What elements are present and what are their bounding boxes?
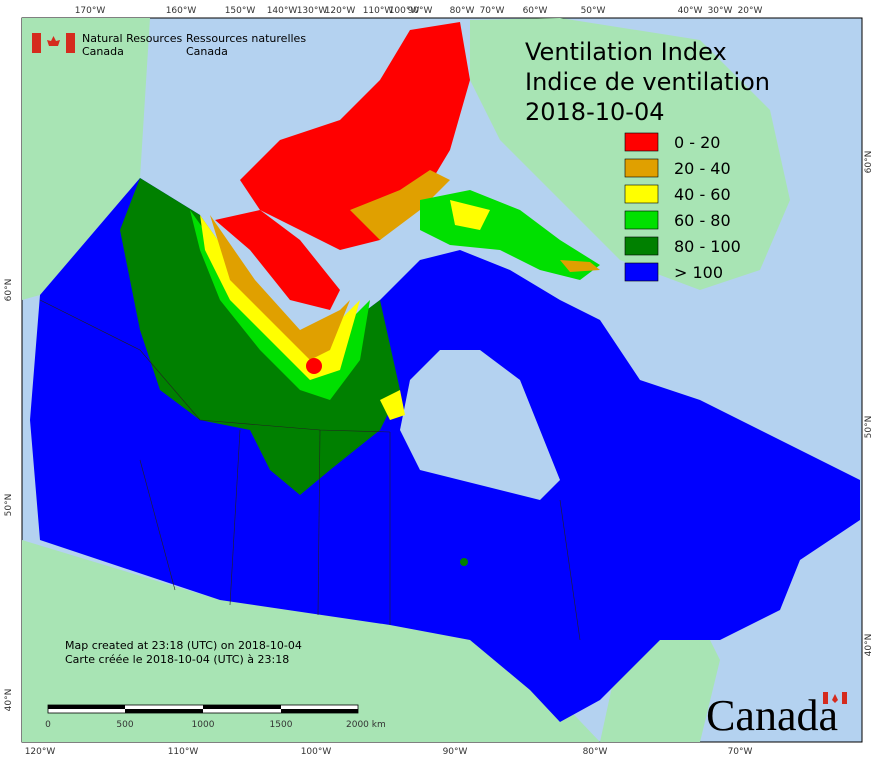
- graticule-label-bottom: 120°W: [25, 747, 56, 757]
- zone-20-40: [210, 215, 350, 360]
- zone-20-40-baffin: [560, 260, 600, 272]
- graticule-label-top: 110°W: [363, 6, 394, 16]
- graticule-label-top: 120°W: [325, 6, 356, 16]
- graticule-label-bottom: 110°W: [168, 747, 199, 757]
- org-en: Canada: [82, 45, 124, 58]
- legend-swatch: [624, 158, 659, 178]
- legend-label: 20 - 40: [674, 159, 731, 178]
- graticule-label-right: 60°N: [864, 151, 874, 174]
- scale-segment: [48, 705, 125, 709]
- canada: [30, 22, 860, 722]
- legend-swatch: [624, 210, 659, 230]
- graticule-label-top: 130°W: [297, 6, 328, 16]
- zone-40-60-baffin: [450, 200, 490, 230]
- legend-swatch: [624, 236, 659, 256]
- zone-40-60-hudson: [380, 390, 405, 420]
- graticule-label-top: 80°W: [450, 6, 475, 16]
- org-fr: Ressources naturelles: [186, 32, 306, 45]
- graticule-label-top: 170°W: [75, 6, 106, 16]
- scale-segment: [125, 709, 203, 713]
- legend-label: 40 - 60: [674, 185, 731, 204]
- scale-segment: [203, 705, 281, 709]
- graticule-label-top: 140°W: [267, 6, 298, 16]
- graticule-label-top: 150°W: [225, 6, 256, 16]
- title-fr: Indice de ventilation: [525, 68, 770, 96]
- flag-leaf: [47, 36, 60, 46]
- graticule-label-top: 30°W: [708, 6, 733, 16]
- graticule-label-left: 50°N: [4, 494, 14, 517]
- title-date: 2018-10-04: [525, 98, 664, 126]
- legend-label: 0 - 20: [674, 133, 720, 152]
- graticule-label-top: 40°W: [678, 6, 703, 16]
- zone-0-20-spot: [306, 358, 322, 374]
- graticule-label-bottom: 70°W: [728, 747, 753, 757]
- flag-bar: [823, 692, 828, 704]
- footer-fr: Carte créée le 2018-10-04 (UTC) à 23:18: [65, 653, 289, 666]
- scale-bar: [47, 704, 359, 714]
- greenland: [470, 18, 790, 290]
- flag-bar: [66, 33, 75, 53]
- scale-label: 0: [45, 720, 51, 730]
- flag-logo: [32, 33, 847, 704]
- scale-label: 1000: [192, 720, 215, 730]
- flag-bar: [32, 33, 41, 53]
- org-fr: Canada: [186, 45, 228, 58]
- graticule-label-top: 70°W: [480, 6, 505, 16]
- boundaries: [39, 299, 581, 641]
- graticule-label-bottom: 80°W: [583, 747, 608, 757]
- graticule-label-top: 50°W: [581, 6, 606, 16]
- graticule-label-right: 50°N: [864, 416, 874, 439]
- ab-sk-boundary: [229, 429, 241, 606]
- flag-bar: [842, 692, 847, 704]
- graticule-label-top: 100°W: [389, 6, 420, 16]
- usa: [22, 540, 600, 742]
- alaska: [22, 18, 150, 300]
- zone-80-100-ontario: [460, 558, 468, 566]
- graticule-label-top: 60°W: [523, 6, 548, 16]
- title-en: Ventilation Index: [525, 38, 727, 66]
- graticule-label-right: 40°N: [864, 634, 874, 657]
- land: [22, 18, 790, 742]
- graticule-label-bottom: 90°W: [443, 747, 468, 757]
- legend-swatch: [624, 184, 659, 204]
- hudson-bay: [400, 350, 560, 500]
- legend-label: 80 - 100: [674, 237, 741, 256]
- scale-label: 1500: [270, 720, 293, 730]
- graticule-label-top: 20°W: [738, 6, 763, 16]
- territory-boundary: [39, 299, 391, 433]
- zone-0-20-mainland: [215, 210, 340, 310]
- flag-leaf: [832, 694, 838, 703]
- scale-label: 2000 km: [346, 720, 386, 730]
- scale-segment: [281, 709, 358, 713]
- graticule-label-top: 160°W: [166, 6, 197, 16]
- scale-label: 500: [116, 720, 133, 730]
- org-en: Natural Resources: [82, 32, 183, 45]
- legend-label: > 100: [674, 263, 723, 282]
- legend-swatch: [624, 132, 659, 152]
- graticule-label-top: 90°W: [408, 6, 433, 16]
- graticule-label-bottom: 100°W: [301, 747, 332, 757]
- graticule-label-left: 40°N: [4, 689, 14, 712]
- zone-20-40-arctic: [350, 170, 450, 240]
- sk-mb-boundary: [317, 429, 321, 616]
- wordmark: Canada: [706, 691, 838, 740]
- bc-ab-boundary: [139, 459, 176, 591]
- on-qc-boundary: [559, 499, 581, 641]
- graticule-label-left: 60°N: [4, 279, 14, 302]
- legend-label: 60 - 80: [674, 211, 731, 230]
- legend-swatch: [624, 262, 659, 282]
- footer-en: Map created at 23:18 (UTC) on 2018-10-04: [65, 639, 302, 652]
